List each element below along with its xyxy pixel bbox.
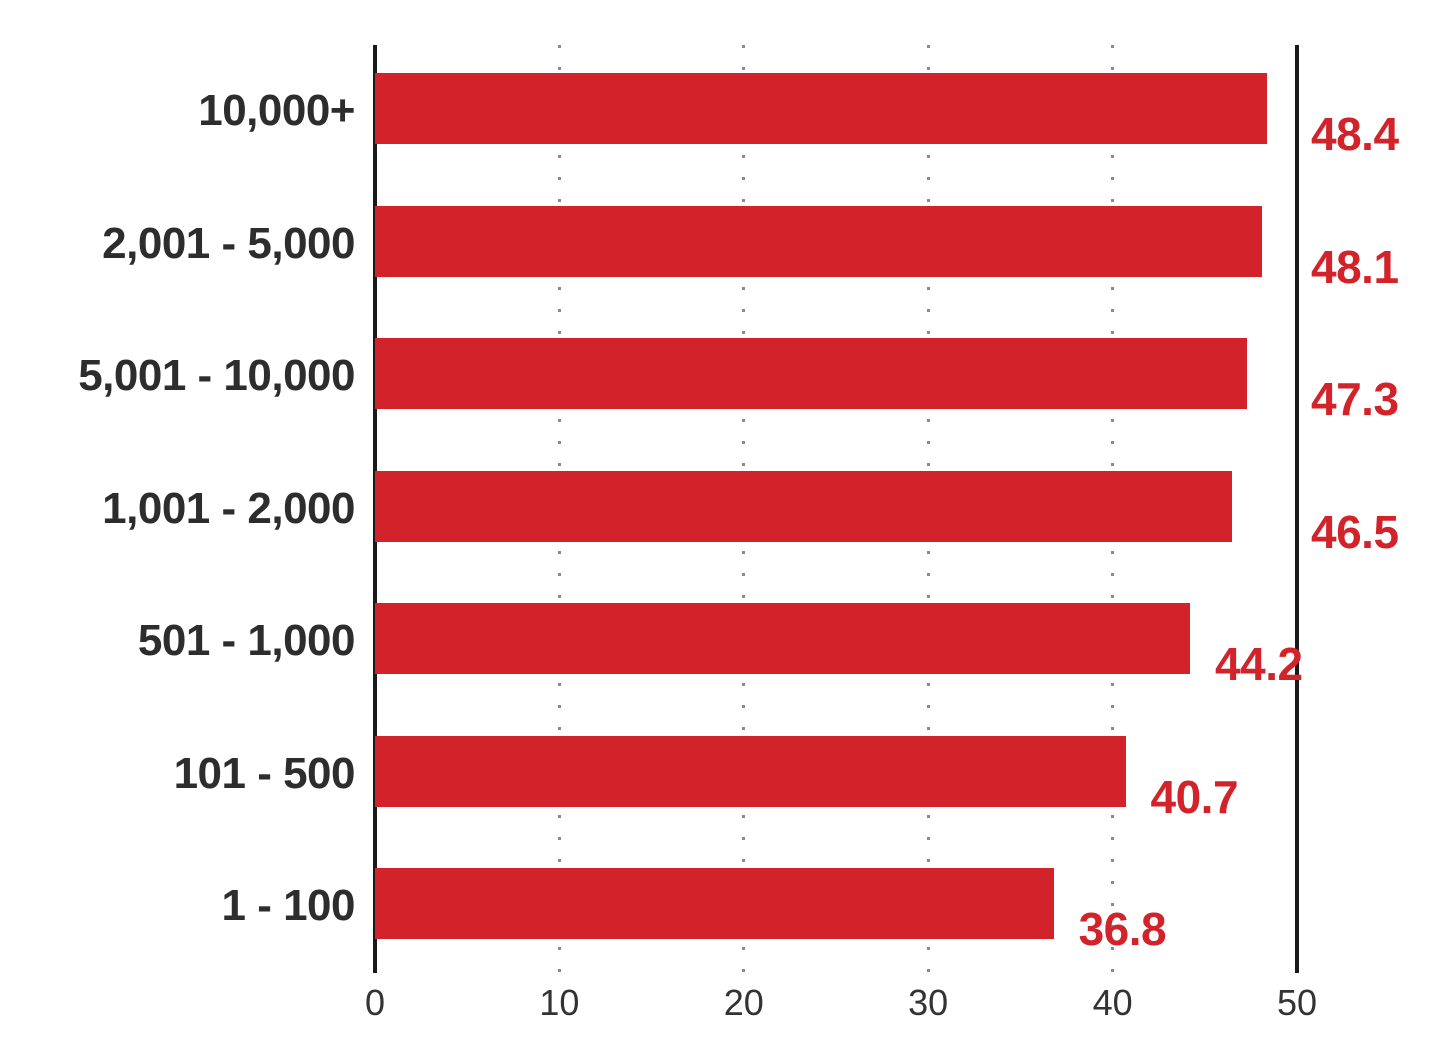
category-label: 5,001 - 10,000 xyxy=(78,351,355,400)
category-label: 2,001 - 5,000 xyxy=(102,218,355,268)
x-tick-label: 30 xyxy=(908,982,949,1023)
bar xyxy=(375,868,1054,939)
bar-value-label: 47.3 xyxy=(1311,373,1399,425)
category-label: 501 - 1,000 xyxy=(137,616,356,665)
bar-value-label: 44.2 xyxy=(1215,638,1303,690)
bar-value-label: 36.8 xyxy=(1078,903,1167,955)
bar-value-label: 46.5 xyxy=(1311,505,1399,558)
category-label: 1 - 100 xyxy=(221,881,356,930)
x-tick-label: 0 xyxy=(364,982,386,1023)
x-tick-label: 20 xyxy=(723,982,764,1023)
bar-value-label: 48.1 xyxy=(1311,240,1399,293)
bar xyxy=(375,470,1233,542)
x-tick-label: 10 xyxy=(539,982,580,1023)
y-axis-line-right xyxy=(1295,45,1299,973)
category-label: 101 - 500 xyxy=(173,748,356,798)
bar xyxy=(375,205,1262,277)
bar-value-label: 48.4 xyxy=(1311,108,1399,160)
bar xyxy=(375,338,1248,409)
bar xyxy=(375,73,1268,144)
x-tick-label: 50 xyxy=(1276,982,1318,1023)
category-label: 10,000+ xyxy=(198,86,355,135)
bar xyxy=(375,603,1191,674)
x-tick-label: 40 xyxy=(1092,982,1133,1023)
category-label: 1,001 - 2,000 xyxy=(102,483,355,533)
bar xyxy=(375,735,1126,807)
bar-value-label: 40.7 xyxy=(1150,770,1239,823)
